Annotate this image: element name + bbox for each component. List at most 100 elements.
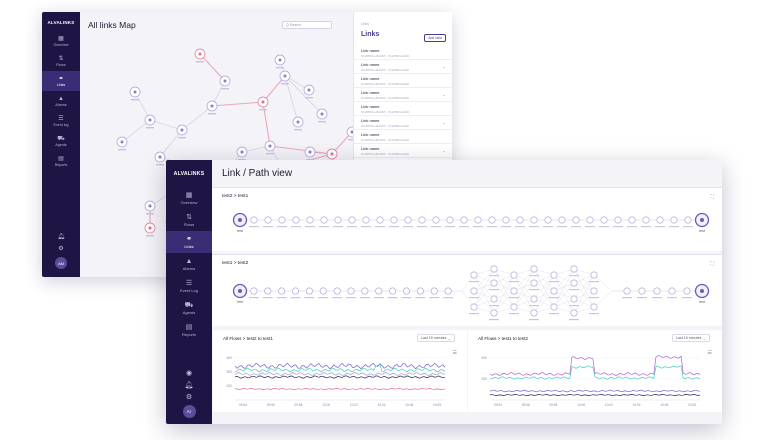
path-hop[interactable] xyxy=(305,216,315,228)
path-hop[interactable] xyxy=(469,303,479,315)
map-node[interactable] xyxy=(274,54,286,69)
sidebar-item-event-log[interactable]: ☰ Event log xyxy=(42,111,80,131)
map-node[interactable] xyxy=(236,146,248,161)
path-hop[interactable] xyxy=(549,271,559,283)
path-hop[interactable] xyxy=(469,271,479,283)
map-node[interactable] xyxy=(194,48,206,63)
sidebar-item-alarms[interactable]: ▲ Alarms xyxy=(166,253,212,275)
path-hop[interactable] xyxy=(401,287,412,299)
map-node[interactable] xyxy=(144,200,156,215)
series-line[interactable] xyxy=(234,362,446,370)
path-hop[interactable] xyxy=(569,309,579,321)
path-hop[interactable] xyxy=(359,287,370,299)
path-hop[interactable] xyxy=(569,279,579,291)
map-link[interactable] xyxy=(149,119,183,131)
path-hop[interactable] xyxy=(627,216,637,228)
bell-icon[interactable]: 🔔︎ xyxy=(184,382,194,389)
path-hop[interactable] xyxy=(509,271,519,283)
path-hop[interactable] xyxy=(529,265,539,277)
sidebar-item-flows[interactable]: ⇅ Flows xyxy=(42,51,80,71)
sidebar-item-agents[interactable]: ⛟ Agents xyxy=(166,297,212,319)
path-hop[interactable] xyxy=(318,287,329,299)
map-link[interactable] xyxy=(159,129,183,158)
map-node[interactable] xyxy=(257,96,269,111)
path-hop[interactable] xyxy=(569,265,579,277)
path-hop[interactable] xyxy=(489,279,499,291)
menu-icon[interactable]: ☰ xyxy=(707,350,712,356)
series-line[interactable] xyxy=(234,388,446,390)
gear-icon[interactable]: ⚙ xyxy=(58,246,64,252)
map-node[interactable] xyxy=(219,75,231,90)
path-hop[interactable] xyxy=(319,216,329,228)
flow-chart[interactable]: 400 200 09:54 09:56 09:58 10:00 10:02 10:04 10:0… xyxy=(468,344,722,412)
path-diagram[interactable]: test test xyxy=(212,255,722,327)
path-hop[interactable] xyxy=(487,216,497,228)
sidebar-item-reports[interactable]: ▤ Reports xyxy=(166,319,212,341)
path-hop[interactable] xyxy=(473,216,483,228)
path-hop[interactable] xyxy=(347,216,357,228)
map-node[interactable] xyxy=(304,146,316,161)
time-range-select[interactable]: Last 15 minutes ⌄ xyxy=(672,334,710,342)
search-input[interactable]: Q Search xyxy=(282,21,332,29)
map-node[interactable] xyxy=(129,86,141,101)
list-item[interactable]: Link name ffca8f8b6ed8a6fb5 · ffca8f8b6ed… xyxy=(354,46,452,60)
map-link[interactable] xyxy=(262,101,271,147)
path-hop[interactable] xyxy=(509,287,519,299)
path-hop[interactable] xyxy=(375,216,385,228)
path-hop[interactable] xyxy=(445,216,455,228)
path-endpoint[interactable]: test xyxy=(232,283,248,305)
path-hop[interactable] xyxy=(277,216,287,228)
path-hop[interactable] xyxy=(469,287,479,299)
path-hop[interactable] xyxy=(429,287,440,299)
path-hop[interactable] xyxy=(276,287,287,299)
path-hop[interactable] xyxy=(501,216,511,228)
path-hop[interactable] xyxy=(585,216,595,228)
path-hop[interactable] xyxy=(346,287,356,299)
path-hop[interactable] xyxy=(459,216,469,228)
path-hop[interactable] xyxy=(332,287,343,299)
path-hop[interactable] xyxy=(549,287,559,299)
map-link[interactable] xyxy=(199,53,226,82)
path-hop[interactable] xyxy=(641,216,651,228)
list-item[interactable]: Link name ffca8f8b6ed8a6fb5 · ffca8f8b6ed… xyxy=(354,88,452,102)
path-hop[interactable] xyxy=(290,287,301,299)
path-hop[interactable] xyxy=(489,295,499,307)
path-hop[interactable] xyxy=(443,287,454,299)
series-line[interactable] xyxy=(489,389,701,393)
map-link[interactable] xyxy=(121,119,151,143)
series-line[interactable] xyxy=(489,394,701,396)
map-node[interactable] xyxy=(279,70,291,85)
menu-icon[interactable]: ☰ xyxy=(452,350,457,356)
sidebar-item-overview[interactable]: ▦ Overview xyxy=(42,31,80,51)
path-diagram[interactable]: test test xyxy=(212,188,722,252)
path-hop[interactable] xyxy=(669,216,679,228)
path-hop[interactable] xyxy=(543,216,553,228)
path-hop[interactable] xyxy=(262,287,273,299)
path-hop[interactable] xyxy=(509,303,519,315)
path-hop[interactable] xyxy=(549,303,559,315)
series-line[interactable] xyxy=(234,375,446,379)
path-endpoint[interactable]: test xyxy=(232,212,248,234)
series-line[interactable] xyxy=(234,371,446,377)
sidebar-item-reports[interactable]: ▤ Reports xyxy=(42,151,80,171)
path-hop[interactable] xyxy=(637,287,647,299)
map-link[interactable] xyxy=(284,75,323,115)
path-hop[interactable] xyxy=(569,295,579,307)
list-item[interactable]: Link name ffca8f8b6ed8a6fb5 · ffca8f8b6ed… xyxy=(354,130,452,144)
path-hop[interactable] xyxy=(263,216,273,228)
map-node[interactable] xyxy=(264,140,276,155)
path-hop[interactable] xyxy=(489,309,499,321)
path-hop[interactable] xyxy=(248,287,259,299)
time-range-select[interactable]: Last 15 minutes ⌄ xyxy=(417,334,455,342)
path-hop[interactable] xyxy=(589,271,599,283)
sidebar-item-overview[interactable]: ▦ Overview xyxy=(166,187,212,209)
list-item[interactable]: Link name ffca8f8b6ed8a6fb5 · ffca8f8b6ed… xyxy=(354,74,452,88)
path-hop[interactable] xyxy=(682,287,692,299)
path-hop[interactable] xyxy=(249,216,259,228)
path-hop[interactable] xyxy=(515,216,525,228)
path-hop[interactable] xyxy=(387,287,398,299)
list-item[interactable]: Link name ffca8f8b6ed8a6fb5 · ffca8f8b6ed… xyxy=(354,102,452,116)
map-node[interactable] xyxy=(144,222,156,237)
flow-chart[interactable]: 400 300 200 09:54 09:56 09:58 10:00 10:02 10:04 1… xyxy=(213,344,467,412)
path-hop[interactable] xyxy=(655,216,665,228)
